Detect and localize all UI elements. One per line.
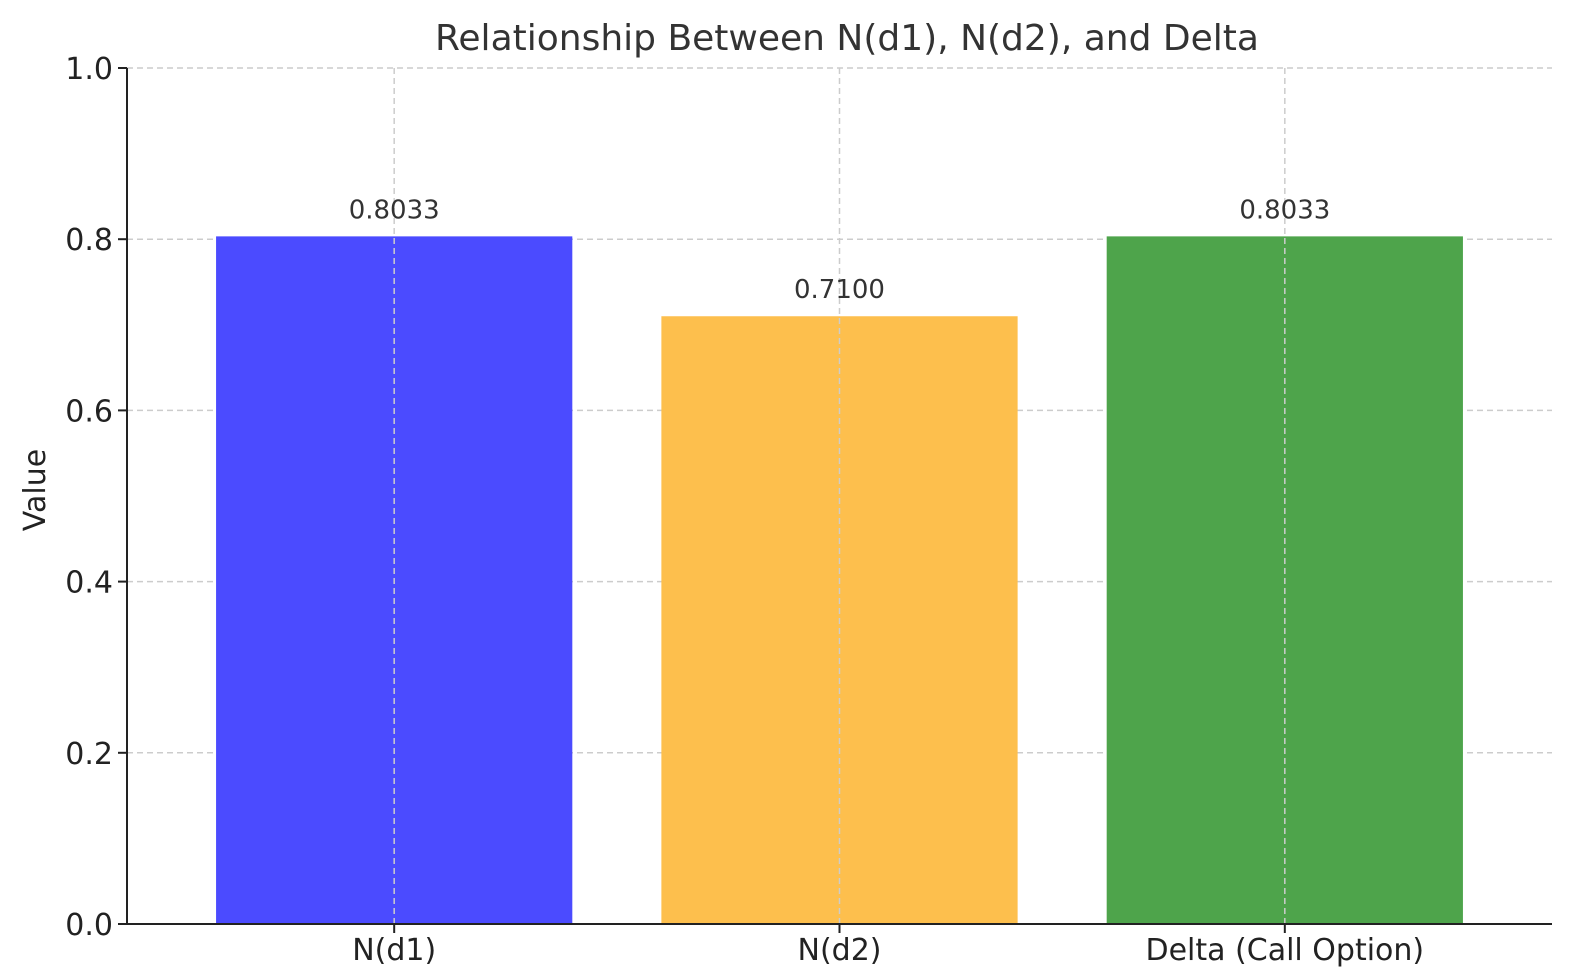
data-labels: 0.8033 0.7100 0.8033: [349, 195, 1331, 305]
bar-value-label: 0.8033: [1239, 195, 1330, 225]
y-tick-label: 0.6: [65, 394, 113, 429]
y-tick-label: 0.4: [65, 566, 113, 601]
bar-value-label: 0.8033: [349, 195, 440, 225]
axes: 0.0 0.2 0.4 0.6 0.8 1.0 N(d1) N(d2) Delta (Call …: [65, 52, 1552, 968]
y-tick-label: 0.2: [65, 737, 113, 772]
x-tick-label: Delta (Call Option): [1145, 933, 1424, 968]
y-tick-label: 0.8: [65, 223, 113, 258]
y-axis-label: Value: [18, 449, 53, 531]
x-tick-label: N(d1): [352, 933, 436, 968]
y-tick-label: 1.0: [65, 52, 113, 87]
y-tick-label: 0.0: [65, 908, 113, 943]
bar-value-label: 0.7100: [794, 275, 885, 305]
x-tick-label: N(d2): [798, 933, 882, 968]
chart-title: Relationship Between N(d1), N(d2), and D…: [435, 18, 1259, 59]
